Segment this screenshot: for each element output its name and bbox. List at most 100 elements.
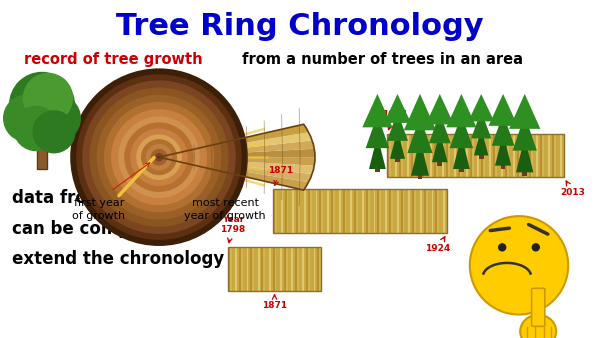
Ellipse shape [151, 149, 167, 166]
Bar [409, 189, 410, 233]
Polygon shape [404, 94, 436, 130]
Polygon shape [468, 94, 494, 121]
Bar [452, 134, 454, 177]
Text: 1871: 1871 [262, 295, 287, 310]
Bar [430, 189, 431, 233]
Ellipse shape [33, 94, 81, 142]
Bar [362, 189, 364, 233]
Bar [524, 134, 527, 177]
Bar [282, 247, 284, 291]
Bar [262, 247, 263, 291]
Polygon shape [488, 94, 518, 126]
Polygon shape [369, 136, 386, 169]
Bar [472, 134, 473, 177]
Text: Year
1798: Year 1798 [220, 215, 245, 243]
Bar [403, 134, 405, 177]
Text: 1924: 1924 [382, 111, 407, 129]
Bar [431, 189, 433, 233]
Bar [258, 247, 260, 291]
Bar [289, 247, 291, 291]
Bar [410, 189, 412, 233]
Ellipse shape [76, 74, 242, 240]
Polygon shape [411, 139, 429, 176]
Bar [308, 189, 310, 233]
Bar [317, 247, 319, 291]
Bar [398, 189, 401, 233]
Bar [515, 134, 517, 177]
Bar [37, 135, 47, 169]
Bar [397, 134, 399, 177]
Bar [412, 189, 414, 233]
Polygon shape [492, 114, 514, 146]
Ellipse shape [118, 116, 200, 198]
Text: data from: data from [12, 189, 110, 207]
Bar [523, 134, 524, 177]
Bar [302, 247, 304, 291]
Bar [232, 247, 233, 291]
Bar [489, 134, 491, 177]
Ellipse shape [82, 80, 236, 234]
Bar [260, 247, 262, 291]
Bar [230, 247, 232, 291]
Bar [409, 134, 410, 177]
Bar [302, 189, 304, 233]
Bar [284, 189, 287, 233]
Ellipse shape [141, 139, 177, 175]
Polygon shape [365, 115, 389, 148]
Bar [294, 189, 296, 233]
Bar [487, 134, 489, 177]
Bar [395, 189, 397, 233]
Bar [354, 189, 356, 233]
Bar [466, 134, 467, 177]
Bar [273, 189, 447, 233]
Bar [511, 134, 513, 177]
Bar [393, 134, 395, 177]
Bar [493, 134, 495, 177]
Bar [497, 134, 499, 177]
Bar [317, 189, 319, 233]
Bar [245, 247, 247, 291]
Bar [517, 134, 519, 177]
Bar [436, 189, 437, 233]
Bar [500, 155, 505, 169]
Bar [544, 134, 546, 177]
Bar [376, 189, 377, 233]
Text: from a number of trees in an area: from a number of trees in an area [237, 52, 523, 67]
Text: 2013: 2013 [560, 181, 586, 197]
Polygon shape [453, 136, 470, 169]
Bar [371, 189, 374, 233]
Text: record of tree growth: record of tree growth [24, 52, 203, 67]
Polygon shape [509, 94, 541, 129]
Bar [416, 134, 418, 177]
Bar [279, 189, 281, 233]
Wedge shape [159, 149, 315, 157]
Bar [462, 134, 464, 177]
Bar [527, 134, 529, 177]
Bar [533, 134, 535, 177]
Text: extend the chronology: extend the chronology [12, 250, 224, 268]
Polygon shape [471, 111, 491, 139]
Bar [536, 134, 538, 177]
Bar [406, 189, 409, 233]
Text: can be compiled to: can be compiled to [12, 220, 190, 238]
Bar [401, 189, 403, 233]
Bar [387, 134, 564, 177]
Ellipse shape [89, 88, 229, 227]
Bar [356, 189, 358, 233]
Ellipse shape [97, 95, 221, 220]
Text: first year
of growth: first year of growth [73, 198, 125, 221]
Bar [387, 189, 389, 233]
Bar [484, 134, 485, 177]
Bar [349, 189, 350, 233]
Polygon shape [474, 128, 488, 155]
Bar [319, 189, 322, 233]
Bar [298, 189, 300, 233]
Bar [333, 189, 335, 233]
Polygon shape [426, 94, 454, 124]
Bar [445, 189, 447, 233]
Ellipse shape [146, 144, 172, 170]
Bar [287, 247, 289, 291]
Bar [314, 247, 316, 291]
Bar [239, 247, 241, 291]
Ellipse shape [158, 156, 160, 159]
